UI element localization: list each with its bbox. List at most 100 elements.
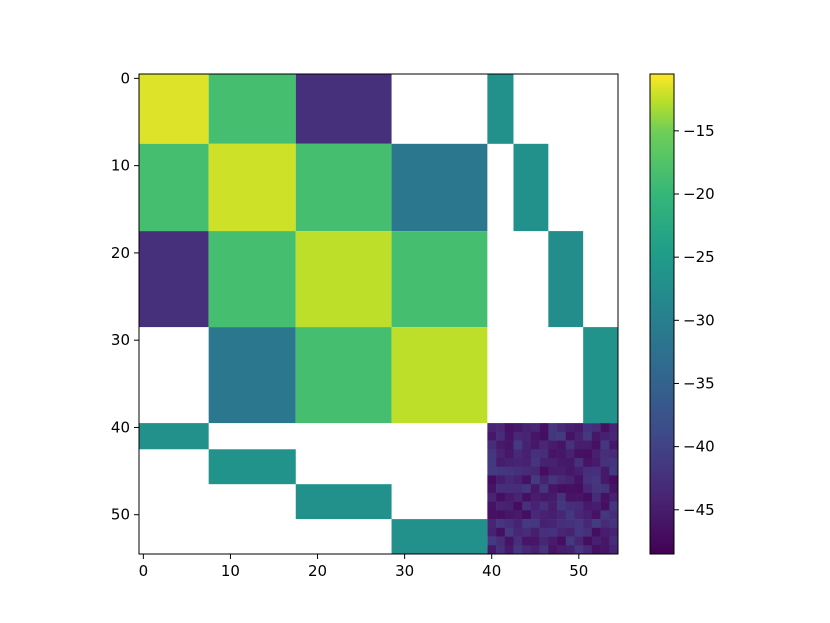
heatmap-cell (600, 527, 610, 537)
heatmap-cell (487, 466, 497, 476)
heatmap-block-7 (391, 143, 488, 232)
heatmap-block-12 (391, 231, 488, 328)
heatmap-cell (583, 501, 593, 511)
heatmap-cell (496, 440, 506, 450)
heatmap-cell (496, 536, 506, 546)
colorbar-tick-label: −25 (683, 248, 715, 266)
heatmap-cell (574, 492, 584, 502)
heatmap-block-17 (583, 327, 618, 424)
heatmap-cell (591, 458, 601, 468)
heatmap-cell (487, 484, 497, 494)
heatmap-cell (609, 440, 619, 450)
heatmap-cell (530, 449, 540, 459)
heatmap-block-13 (548, 231, 584, 328)
heatmap-cell (513, 431, 523, 441)
heatmap-cell (548, 536, 558, 546)
heatmap-block-16 (391, 327, 488, 424)
heatmap-cell (574, 536, 584, 546)
heatmap-cell (583, 484, 593, 494)
y-axis: 0 10 20 30 40 50 (111, 69, 139, 524)
heatmap-cell (487, 440, 497, 450)
heatmap-cell (504, 449, 514, 459)
heatmap-cell (496, 431, 506, 441)
heatmap-cell (565, 501, 575, 511)
heatmap-cell (557, 519, 567, 529)
heatmap-cell (600, 431, 610, 441)
heatmap-cell (583, 519, 593, 529)
heatmap-cell (600, 536, 610, 546)
heatmap-cell (565, 536, 575, 546)
heatmap-cell (522, 466, 532, 476)
heatmap-cell (609, 484, 619, 494)
heatmap-cell (609, 466, 619, 476)
heatmap-block-3 (487, 74, 514, 144)
heatmap-cell (583, 545, 593, 555)
heatmap-cell (565, 475, 575, 485)
heatmap-cell (504, 431, 514, 441)
heatmap-cell (557, 475, 567, 485)
heatmap-cell (504, 440, 514, 450)
x-tick-label: 20 (308, 562, 327, 580)
heatmap-cell (591, 431, 601, 441)
heatmap-cell (565, 492, 575, 502)
heatmap-cell (513, 527, 523, 537)
heatmap-cell (487, 501, 497, 511)
heatmap-cell (600, 440, 610, 450)
heatmap-cell (591, 501, 601, 511)
heatmap-cell (548, 484, 558, 494)
heatmap-block-18 (139, 423, 209, 450)
heatmap-cell (565, 440, 575, 450)
heatmap-cell (496, 458, 506, 468)
heatmap-cell (583, 475, 593, 485)
heatmap-cell (530, 545, 540, 555)
heatmap-cell (539, 527, 549, 537)
x-tick-label: 10 (221, 562, 240, 580)
heatmap-cell (522, 492, 532, 502)
heatmap-cell (548, 423, 558, 433)
heatmap-block-11 (295, 231, 392, 328)
heatmap-cell (496, 545, 506, 555)
heatmap-cell (609, 510, 619, 520)
heatmap-cell (557, 536, 567, 546)
heatmap-cell (522, 519, 532, 529)
heatmap-cell (530, 501, 540, 511)
heatmap-cell (565, 510, 575, 520)
heatmap-cell (557, 545, 567, 555)
heatmap-cell (557, 431, 567, 441)
heatmap-cell (487, 545, 497, 555)
heatmap-cell (600, 519, 610, 529)
heatmap-cell (591, 536, 601, 546)
heatmap-cell (530, 431, 540, 441)
heatmap-cell (487, 475, 497, 485)
heatmap-cell (600, 423, 610, 433)
heatmap-block-0 (139, 74, 209, 144)
heatmap-cell (583, 431, 593, 441)
heatmap-cell (530, 519, 540, 529)
y-tick-label: 50 (111, 506, 130, 524)
heatmap-cell (487, 510, 497, 520)
heatmap-cell (530, 527, 540, 537)
heatmap-cell (504, 501, 514, 511)
heatmap-cell (600, 449, 610, 459)
heatmap-cell (548, 440, 558, 450)
heatmap-cell (600, 510, 610, 520)
heatmap-cell (591, 519, 601, 529)
heatmap-cell (583, 423, 593, 433)
heatmap-cell (530, 510, 540, 520)
heatmap-cell (600, 458, 610, 468)
heatmap-cell (487, 458, 497, 468)
heatmap-cell (591, 510, 601, 520)
colorbar-tick-label: −30 (683, 311, 715, 329)
heatmap-cell (539, 475, 549, 485)
heatmap-cell (530, 458, 540, 468)
heatmap-cell (513, 449, 523, 459)
heatmap-cell (513, 519, 523, 529)
heatmap-cell (565, 431, 575, 441)
heatmap-cell (574, 431, 584, 441)
heatmap-block-8 (513, 143, 549, 232)
heatmap-cell (496, 527, 506, 537)
heatmap-cell (522, 431, 532, 441)
heatmap-cell (591, 545, 601, 555)
heatmap-cell (574, 440, 584, 450)
y-tick-label: 40 (111, 418, 130, 436)
